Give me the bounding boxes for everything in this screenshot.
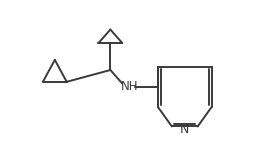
Text: NH: NH: [121, 80, 138, 93]
Text: N: N: [180, 123, 189, 136]
